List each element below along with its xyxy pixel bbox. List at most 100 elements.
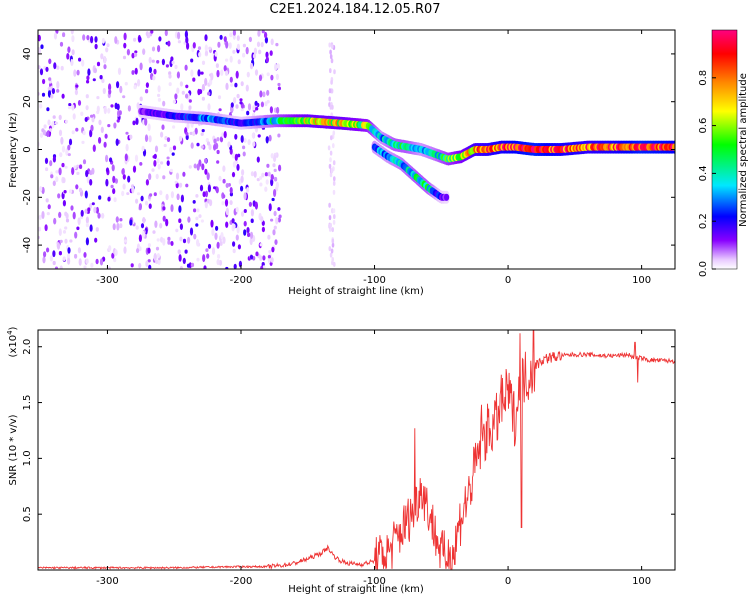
noise-cell (138, 246, 142, 252)
noise-cell (91, 116, 95, 123)
noise-cell (117, 67, 122, 76)
noise-cell (222, 194, 226, 199)
noise-cell (192, 77, 196, 82)
spectrogram-xlabel: Height of straight line (km) (288, 286, 424, 297)
noise-cell (119, 218, 123, 222)
noise-cell (145, 31, 149, 37)
noise-cell (274, 63, 278, 71)
noise-cell (265, 179, 269, 185)
noise-cell (270, 218, 274, 222)
noise-cell (222, 236, 226, 244)
noise-cell (229, 55, 233, 63)
noise-cell (118, 110, 122, 116)
noise-cell (148, 56, 152, 64)
noise-cell (262, 255, 266, 261)
noise-cell (123, 239, 128, 243)
noise-cell (202, 254, 206, 263)
x-tick-label: -100 (363, 576, 386, 587)
noise-cell (71, 167, 75, 176)
noise-cell (197, 88, 201, 96)
y-tick-label: 1.5 (22, 395, 33, 411)
noise-cell (150, 30, 154, 34)
noise-cell (52, 115, 56, 119)
noise-cell (229, 187, 233, 194)
noise-cell (258, 49, 262, 55)
noise-cell (176, 71, 180, 79)
noise-cell (86, 176, 90, 184)
noise-cell (274, 239, 278, 246)
noise-cell (108, 89, 112, 95)
noise-cell (115, 138, 119, 146)
noise-cell (139, 162, 143, 166)
noise-cell (95, 206, 99, 214)
noise-cell (274, 176, 278, 182)
noise-cell (56, 81, 60, 89)
noise-cell (151, 168, 155, 172)
noise-cell (259, 243, 263, 247)
noise-cell (233, 97, 237, 104)
noise-cell (328, 202, 331, 208)
noise-cell (90, 124, 94, 132)
noise-cell (69, 239, 73, 243)
noise-cell (110, 184, 114, 189)
noise-cell (95, 258, 99, 265)
noise-cell (172, 125, 176, 129)
noise-cell (103, 56, 107, 64)
colorbar-scale (711, 29, 738, 270)
noise-cell (101, 78, 105, 84)
noise-cell (169, 168, 173, 173)
noise-cell (217, 254, 221, 259)
noise-cell (96, 61, 101, 67)
noise-cell (141, 145, 145, 152)
y-tick-label: 2.0 (22, 339, 33, 355)
noise-cell (61, 93, 65, 99)
noise-cell (256, 156, 260, 163)
noise-cell (138, 36, 142, 43)
noise-cell (328, 246, 332, 252)
noise-cell (71, 130, 75, 135)
noise-cell (52, 250, 56, 258)
noise-cell (54, 121, 58, 125)
spectrogram-cells (38, 30, 675, 269)
noise-cell (329, 252, 333, 258)
noise-cell (89, 224, 93, 232)
noise-cell (98, 119, 102, 126)
noise-cell (180, 194, 184, 203)
noise-cell (232, 241, 236, 247)
noise-cell (71, 104, 75, 111)
noise-cell (109, 157, 113, 163)
noise-cell (240, 135, 244, 143)
noise-cell (211, 228, 215, 237)
noise-cell (78, 187, 83, 193)
noise-cell (157, 163, 161, 170)
noise-cell (156, 238, 160, 242)
noise-cell (168, 82, 172, 87)
noise-cell (164, 30, 168, 37)
noise-cell (50, 174, 54, 179)
noise-cell (200, 71, 204, 75)
y-tick-label: 0.5 (22, 506, 33, 522)
noise-cell (58, 228, 62, 236)
noise-cell (201, 129, 205, 133)
noise-cell (268, 203, 272, 212)
noise-cell (149, 193, 153, 197)
noise-cell (161, 124, 165, 130)
noise-cell (74, 89, 78, 96)
noise-cell (250, 209, 254, 217)
noise-cell (330, 135, 333, 141)
noise-cell (219, 241, 223, 246)
colorbar-tick-label: 0.6 (698, 118, 709, 134)
noise-cell (42, 129, 47, 136)
noise-cell (70, 58, 74, 67)
noise-cell (142, 48, 146, 55)
noise-cell (39, 103, 43, 109)
noise-cell (116, 119, 120, 123)
x-tick-label: 100 (632, 275, 651, 286)
noise-cell (74, 253, 78, 259)
noise-cell (276, 63, 280, 70)
noise-cell (182, 171, 186, 177)
noise-cell (112, 223, 116, 231)
noise-cell (43, 251, 47, 258)
noise-cell (174, 93, 178, 100)
noise-cell (135, 117, 139, 125)
